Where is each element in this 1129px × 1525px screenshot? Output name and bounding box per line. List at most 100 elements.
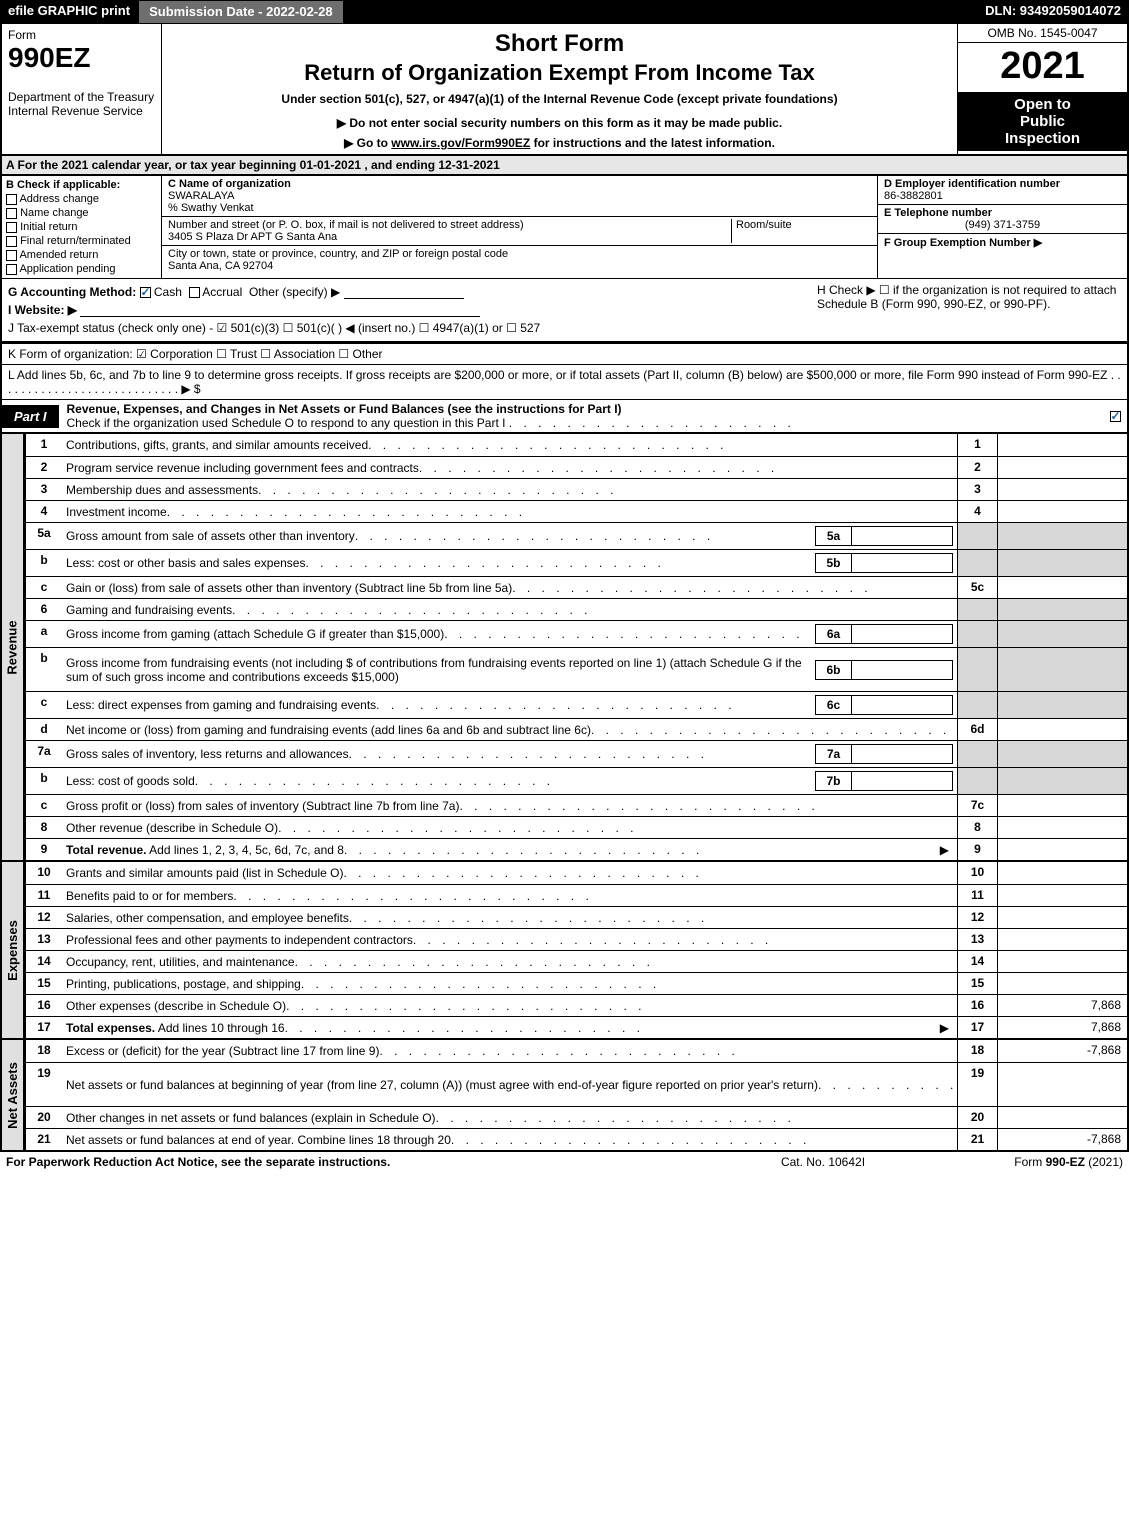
form-name: 990EZ xyxy=(8,42,155,74)
rt-val[interactable]: 7,868 xyxy=(997,1017,1127,1038)
c-addr-block: Number and street (or P. O. box, if mail… xyxy=(162,217,877,246)
H-block: H Check ▶ ☐ if the organization is not r… xyxy=(811,283,1121,337)
line-desc: Total expenses. Add lines 10 through 16 … xyxy=(62,1017,957,1038)
dots: . . . . . . . . . . . . . . . . . . . . … xyxy=(305,556,809,570)
open-l2: Public xyxy=(960,113,1125,130)
sub-value[interactable] xyxy=(852,696,952,714)
rt-val[interactable] xyxy=(997,648,1127,691)
rt-val[interactable]: -7,868 xyxy=(997,1129,1127,1150)
line-a: aGross income from gaming (attach Schedu… xyxy=(26,620,1127,647)
line-c: cLess: direct expenses from gaming and f… xyxy=(26,691,1127,718)
rt-val[interactable] xyxy=(997,929,1127,950)
rt-val[interactable] xyxy=(997,817,1127,838)
rt-val[interactable] xyxy=(997,692,1127,718)
rt-val[interactable] xyxy=(997,434,1127,456)
footer-left: For Paperwork Reduction Act Notice, see … xyxy=(6,1155,723,1169)
line-18: 18Excess or (deficit) for the year (Subt… xyxy=(26,1040,1127,1062)
line-num: 9 xyxy=(26,839,62,860)
line-9: 9Total revenue. Add lines 1, 2, 3, 4, 5c… xyxy=(26,838,1127,860)
part1-checkbox[interactable] xyxy=(1110,411,1121,422)
rt-val[interactable] xyxy=(997,885,1127,906)
rt-val[interactable] xyxy=(997,719,1127,740)
rt-val[interactable] xyxy=(997,577,1127,598)
dots: . . . . . . . . . . . . . . . . . . . . … xyxy=(436,1111,953,1125)
room-suite: Room/suite xyxy=(731,219,871,243)
line-17: 17Total expenses. Add lines 10 through 1… xyxy=(26,1016,1127,1038)
short-form-title: Short Form xyxy=(170,30,949,58)
line-20: 20Other changes in net assets or fund ba… xyxy=(26,1106,1127,1128)
sub-value[interactable] xyxy=(852,772,952,790)
irs-link[interactable]: www.irs.gov/Form990EZ xyxy=(391,136,530,150)
efile-label[interactable]: efile GRAPHIC print xyxy=(0,0,138,24)
line-13: 13Professional fees and other payments t… xyxy=(26,928,1127,950)
sub-value[interactable] xyxy=(852,661,952,679)
rt-val[interactable] xyxy=(997,457,1127,478)
goto-line: ▶ Go to www.irs.gov/Form990EZ for instru… xyxy=(170,136,949,150)
line-b: bLess: cost of goods sold . . . . . . . … xyxy=(26,767,1127,794)
rt-val[interactable] xyxy=(997,550,1127,576)
line-num: 20 xyxy=(26,1107,62,1128)
line-11: 11Benefits paid to or for members . . . … xyxy=(26,884,1127,906)
rt-num: 3 xyxy=(957,479,997,500)
chk-name-change[interactable]: Name change xyxy=(6,207,157,219)
line-5a: 5aGross amount from sale of assets other… xyxy=(26,522,1127,549)
rt-num: 19 xyxy=(957,1063,997,1106)
rt-val[interactable] xyxy=(997,1063,1127,1106)
dots: . . . . . . . . . . . . . . . . . . . . … xyxy=(413,933,953,947)
chk-final-return[interactable]: Final return/terminated xyxy=(6,235,157,247)
sub-value[interactable] xyxy=(852,527,952,545)
line-num: 19 xyxy=(26,1063,62,1106)
line-desc: Salaries, other compensation, and employ… xyxy=(62,907,957,928)
rt-val[interactable]: 7,868 xyxy=(997,995,1127,1016)
expenses-section: Expenses 10Grants and similar amounts pa… xyxy=(0,860,1129,1038)
sub-label: 6b xyxy=(816,661,852,679)
rt-num: 15 xyxy=(957,973,997,994)
chk-initial-return[interactable]: Initial return xyxy=(6,221,157,233)
chk-application-pending[interactable]: Application pending xyxy=(6,263,157,275)
open-public: Open to Public Inspection xyxy=(958,92,1127,151)
chk-cash[interactable] xyxy=(140,287,151,298)
rt-num xyxy=(957,621,997,647)
chk-accrual[interactable] xyxy=(189,287,200,298)
rt-val[interactable] xyxy=(997,621,1127,647)
expenses-side-label: Expenses xyxy=(0,862,24,1038)
rt-val[interactable] xyxy=(997,973,1127,994)
rt-num: 6d xyxy=(957,719,997,740)
rt-val[interactable] xyxy=(997,599,1127,620)
rt-val[interactable] xyxy=(997,741,1127,767)
rt-num: 2 xyxy=(957,457,997,478)
line-num: 3 xyxy=(26,479,62,500)
sub-value[interactable] xyxy=(852,745,952,763)
rt-val[interactable] xyxy=(997,523,1127,549)
rt-val[interactable]: -7,868 xyxy=(997,1040,1127,1062)
sub-value[interactable] xyxy=(852,554,952,572)
line-19: 19Net assets or fund balances at beginni… xyxy=(26,1062,1127,1106)
rt-val[interactable] xyxy=(997,795,1127,816)
dots: . . . . . . . . . . . . . . . . . . . . … xyxy=(379,1044,953,1058)
sub-value[interactable] xyxy=(852,625,952,643)
rt-val[interactable] xyxy=(997,1107,1127,1128)
rt-val[interactable] xyxy=(997,907,1127,928)
line-4: 4Investment income . . . . . . . . . . .… xyxy=(26,500,1127,522)
chk-address-change[interactable]: Address change xyxy=(6,193,157,205)
dots: . . . . . . . . . . . . . . . . . . . . … xyxy=(376,698,809,712)
line-b: bGross income from fundraising events (n… xyxy=(26,647,1127,691)
D-label: D Employer identification number xyxy=(884,178,1121,190)
rt-val[interactable] xyxy=(997,479,1127,500)
line-8: 8Other revenue (describe in Schedule O) … xyxy=(26,816,1127,838)
line-desc: Gross profit or (loss) from sales of inv… xyxy=(62,795,957,816)
rt-val[interactable] xyxy=(997,862,1127,884)
top-spacer xyxy=(344,0,978,24)
rt-val[interactable] xyxy=(997,839,1127,860)
netassets-body: 18Excess or (deficit) for the year (Subt… xyxy=(24,1040,1129,1150)
I-label: I Website: ▶ xyxy=(8,303,77,317)
rt-val[interactable] xyxy=(997,951,1127,972)
chk-amended-return[interactable]: Amended return xyxy=(6,249,157,261)
other-fill[interactable] xyxy=(344,287,464,299)
rt-val[interactable] xyxy=(997,501,1127,522)
website-fill[interactable] xyxy=(80,305,480,317)
rt-num xyxy=(957,648,997,691)
line-3: 3Membership dues and assessments . . . .… xyxy=(26,478,1127,500)
line-num: b xyxy=(26,768,62,794)
rt-val[interactable] xyxy=(997,768,1127,794)
